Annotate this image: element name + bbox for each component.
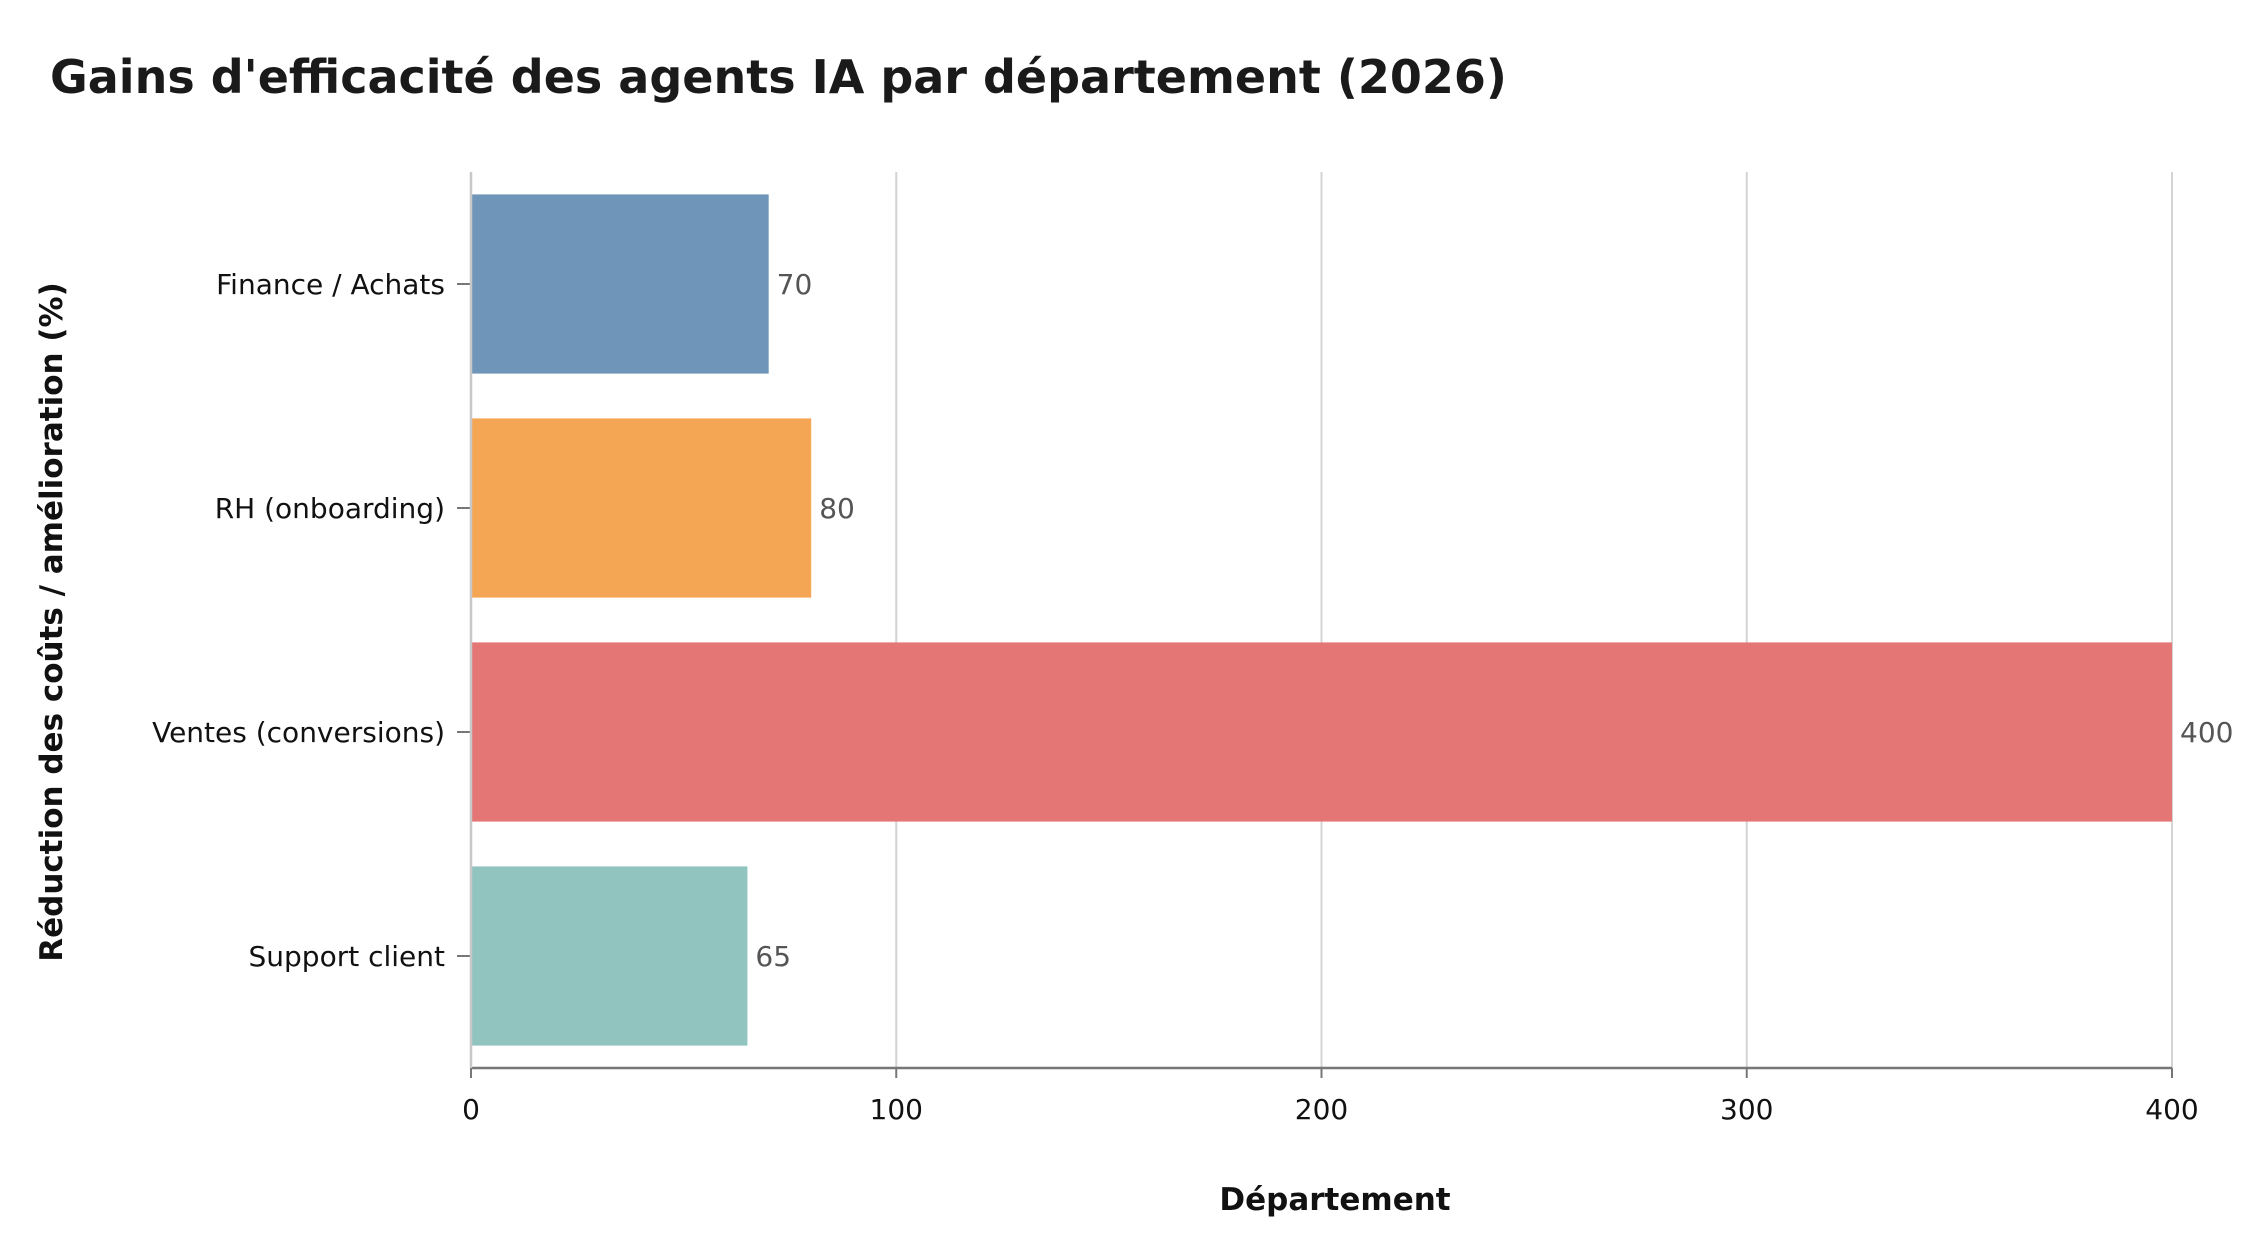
x-axis-label: Département: [1219, 1182, 1450, 1218]
axes: [457, 172, 2173, 1078]
y-tick-label: Ventes (conversions): [152, 716, 445, 749]
x-tick-label: 0: [462, 1093, 480, 1126]
x-tick-label: 300: [1720, 1093, 1773, 1126]
data-label: 70: [777, 268, 813, 301]
x-tick-label: 200: [1295, 1093, 1348, 1126]
data-label: 80: [819, 492, 855, 525]
bar: [471, 866, 748, 1046]
bars: [471, 194, 2172, 1046]
bar: [471, 194, 769, 374]
bar: [471, 642, 2172, 822]
x-tick-label: 400: [2145, 1093, 2198, 1126]
chart-title: Gains d'efficacité des agents IA par dép…: [50, 50, 1507, 104]
y-axis-label: Réduction des coûts / amélioration (%): [34, 282, 70, 962]
data-label: 400: [2180, 716, 2233, 749]
y-tick-label: Finance / Achats: [216, 268, 445, 301]
bar: [471, 418, 812, 598]
labels: 0 100 200 300 400 Finance / Achats 70 RH (onboa…: [152, 268, 2233, 1126]
x-tick-label: 100: [870, 1093, 923, 1126]
y-tick-label: RH (onboarding): [215, 492, 445, 525]
data-label: 65: [755, 940, 791, 973]
y-tick-label: Support client: [249, 940, 446, 973]
